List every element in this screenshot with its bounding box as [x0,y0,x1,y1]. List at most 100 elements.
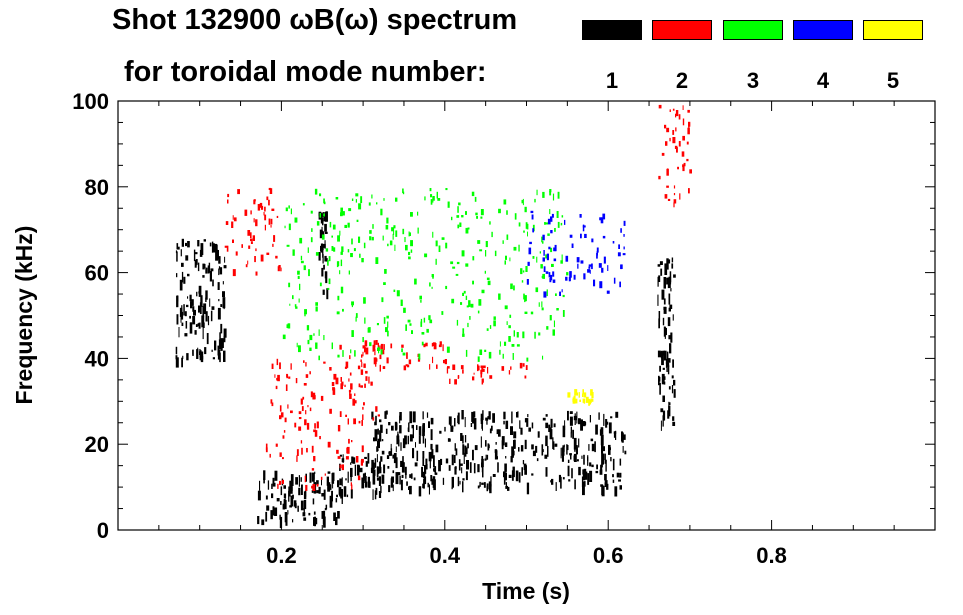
spectrum-mark [465,263,469,267]
x-tick-label: 0.8 [756,543,787,568]
spectrum-mark [279,415,282,420]
spectrum-mark [550,216,553,222]
spectrum-mark [444,359,447,365]
spectrum-mark [378,491,382,498]
spectrum-mark [489,428,492,434]
spectrum-mark [435,444,439,453]
legend-swatch-mode-4 [793,20,853,40]
spectrum-mark [554,228,556,232]
spectrum-mark [219,332,221,340]
spectrum-mark [314,471,316,474]
spectrum-mark [346,494,349,498]
spectrum-mark [352,398,356,406]
spectrum-mark [377,438,380,449]
spectrum-mark [259,491,261,495]
spectrum-mark [288,376,291,379]
spectrum-mark [287,404,289,409]
spectrum-mark [681,151,685,157]
spectrum-mark [318,486,321,494]
spectrum-mark [468,300,471,307]
spectrum-mark [430,429,433,441]
spectrum-mark [561,215,564,218]
spectrum-mark [279,514,281,520]
spectrum-mark [604,480,608,487]
spectrum-mark [456,215,460,218]
spectrum-mark [412,411,416,423]
spectrum-mark [310,391,313,398]
spectrum-mark [340,259,343,267]
spectrum-mark [364,317,366,324]
spectrum-mark [504,341,507,346]
spectrum-mark [276,358,279,366]
spectrum-mark [185,255,189,261]
spectrum-mark [570,432,572,438]
spectrum-mark [296,342,298,348]
spectrum-mark [432,196,435,201]
spectrum-mark [264,224,266,231]
spectrum-mark [510,283,513,290]
spectrum-mark [400,460,404,467]
spectrum-mark [180,249,182,257]
spectrum-mark [601,463,603,468]
spectrum-mark [410,249,413,253]
spectrum-mark [325,504,328,510]
spectrum-mark [349,372,352,376]
spectrum-mark [422,451,425,459]
spectrum-mark [549,274,553,281]
spectrum-mark [602,453,605,461]
spectrum-mark [667,365,670,375]
spectrum-mark [300,398,303,405]
spectrum-feature-mode-1 [338,453,382,504]
spectrum-mark [532,450,536,457]
spectrum-mark [285,513,288,526]
spectrum-mark [506,234,509,240]
spectrum-mark [457,476,460,487]
spectrum-mark [342,350,344,357]
spectrum-mark [377,441,379,447]
spectrum-mark [508,336,511,342]
spectrum-mark [509,314,512,318]
spectrum-mark [175,357,179,368]
spectrum-mark [336,494,338,498]
spectrum-mark [526,482,530,495]
spectrum-mark [565,255,569,262]
spectrum-mark [667,317,671,327]
spectrum-mark [596,247,599,253]
spectrum-mark [190,301,193,305]
spectrum-mark [268,218,271,225]
spectrum-mark [452,266,456,269]
spectrum-mark [604,453,606,464]
spectrum-mark [434,472,438,475]
spectrum-mark [513,330,515,337]
spectrum-mark [438,344,442,348]
spectrum-mark [181,271,184,283]
spectrum-mark [292,249,295,256]
spectrum-mark [390,343,393,349]
spectrum-mark [673,193,676,196]
plot-axes: 0.2 0.4 0.6 0.8 0 20 40 60 80 100 [72,89,936,568]
spectrum-mark [176,243,179,250]
spectrum-mark [361,258,364,263]
spectrum-mark [562,425,566,438]
spectrum-mark [180,316,182,323]
spectrum-mark [405,364,408,367]
spectrum-mark [659,365,661,372]
spectrum-mark [389,240,393,246]
spectrum-mark [657,264,661,267]
y-tick-label: 100 [72,89,109,114]
spectrum-mark [411,330,413,334]
spectrum-mark [477,364,479,372]
spectrum-mark [210,268,214,272]
spectrum-mark [342,211,345,216]
spectrum-mark [282,435,285,439]
spectrum-mark [275,443,278,447]
spectrum-mark [175,355,178,360]
spectrum-mark [247,230,251,236]
spectrum-mark [264,214,267,221]
spectrum-mark [290,208,292,215]
spectrum-mark [265,495,268,500]
spectrum-mark [433,455,435,468]
spectrum-mark [522,331,525,339]
spectrum-mark [532,224,535,232]
spectrum-mark [464,435,467,443]
